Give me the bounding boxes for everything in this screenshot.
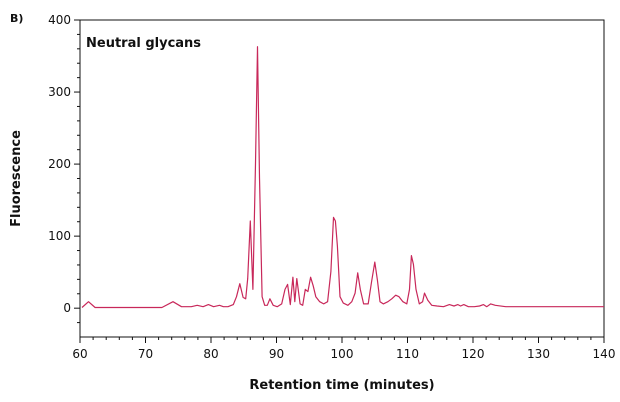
x-tick-label: 60 <box>72 347 87 361</box>
x-tick-label: 70 <box>138 347 153 361</box>
y-tick-label: 0 <box>63 301 71 315</box>
x-tick-label: 130 <box>527 347 550 361</box>
x-tick-label: 120 <box>462 347 485 361</box>
panel-label: B) <box>10 12 23 25</box>
x-axis: 60 70 80 90 100 110 120 130 140 <box>72 337 615 361</box>
x-tick-label: 140 <box>593 347 616 361</box>
y-tick-label: 300 <box>48 85 71 99</box>
x-tick-label: 110 <box>396 347 419 361</box>
y-axis: 0 100 200 300 400 <box>48 13 80 324</box>
x-tick-label: 80 <box>203 347 218 361</box>
y-tick-label: 400 <box>48 13 71 27</box>
y-tick-label: 100 <box>48 229 71 243</box>
chart-title: Neutral glycans <box>86 36 201 51</box>
y-tick-label: 200 <box>48 157 71 171</box>
series-line-neutral-glycans <box>81 46 604 309</box>
x-tick-label: 90 <box>269 347 284 361</box>
x-tick-label: 100 <box>331 347 354 361</box>
y-axis-label: Fluorescence <box>9 130 24 227</box>
plot-area <box>79 19 605 338</box>
x-axis-label: Retention time (minutes) <box>249 378 434 393</box>
